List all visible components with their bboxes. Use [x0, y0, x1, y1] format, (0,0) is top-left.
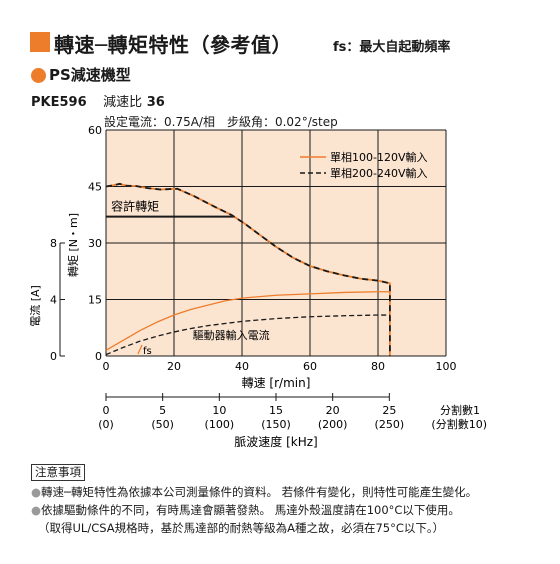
pulse-tick-label-alt: (200) — [318, 418, 348, 431]
pulse-tick-label-alt: (50) — [151, 418, 174, 431]
pulse-tick-label: 10 — [212, 404, 226, 417]
current-tick-label: 4 — [50, 294, 57, 307]
current-tick-label: 8 — [50, 237, 57, 250]
note-bullet-icon: ● — [31, 503, 42, 517]
x-axis-label: 轉速 [r/min] — [242, 376, 311, 390]
series-line-current — [105, 291, 390, 351]
section-title: PS減速機型 — [49, 66, 131, 84]
fs-marker — [137, 344, 143, 355]
pulse-tick-label: 20 — [326, 404, 340, 417]
pulse-tick-label-alt: (0) — [98, 418, 114, 431]
pulse-tick-label: 5 — [159, 404, 166, 417]
torque-axis-label: 轉矩 [N・m] — [67, 213, 80, 277]
x-tick-label: 60 — [303, 360, 317, 373]
pulse-tick-label-alt: (100) — [205, 418, 235, 431]
series-line-torque — [105, 182, 391, 356]
allowable-torque: 容許轉矩 — [106, 199, 234, 218]
pulse-tick-label: 25 — [382, 404, 396, 417]
division-label: 分割數1 — [440, 403, 480, 417]
current-tick-label: 0 — [50, 350, 57, 363]
note-item: ●依據驅動條件的不同，有時馬達會顯著發熱。 馬達外殼溫度請在100°C以下使用。 — [31, 503, 460, 517]
division-label-alt: (分割數10) — [431, 417, 487, 431]
note-item: ●轉速─轉矩特性為依據本公司測量條件的資料。 若條件有變化，則特性可能產生變化。 — [31, 485, 478, 499]
series-lines — [105, 182, 391, 356]
x-tick-label: 40 — [235, 360, 249, 373]
pulse-tick-label: 0 — [103, 404, 110, 417]
x-tick-label: 20 — [167, 360, 181, 373]
model-line: PKE596 減速比 36 — [31, 91, 165, 110]
y-tick-label: 0 — [95, 350, 102, 363]
notes-heading: 注意事項 — [31, 464, 85, 481]
x-tick-label: 100 — [436, 360, 457, 373]
fs-label: fs — [143, 346, 152, 357]
note-bullet-icon: ● — [31, 485, 42, 499]
axes: 0 20 40 60 80 100 0 15 30 45 60 0 4 8 電流 [A] 轉矩 [N・m] 轉速… — [28, 124, 457, 390]
legend-entry: 單相100-120V輸入 — [330, 150, 428, 164]
model-name: PKE596 — [31, 95, 87, 110]
settings-text: 設定電流：0.75A/相 步級角：0.02°/step — [104, 115, 338, 129]
page-title: 轉速─轉矩特性（參考值） — [54, 33, 293, 57]
current-label: 驅動器輸入電流 — [193, 328, 270, 342]
chart-labels: 驅動器輸入電流 fs — [137, 328, 270, 357]
pulse-tick-label-alt: (250) — [375, 418, 405, 431]
legend-entry: 單相200-240V輸入 — [330, 166, 428, 180]
y-tick-label: 60 — [88, 124, 102, 137]
x-tick-label: 0 — [103, 360, 110, 373]
pulse-tick-label-alt: (150) — [261, 418, 291, 431]
y-tick-label: 30 — [88, 237, 102, 250]
y-tick-label: 45 — [88, 181, 102, 194]
ratio-value: 36 — [146, 95, 165, 110]
pulse-tick-label: 15 — [269, 404, 283, 417]
x-tick-label: 80 — [371, 360, 385, 373]
title-marker — [30, 32, 50, 52]
note-extra: （取得UL/CSA規格時，基於馬達部的耐熱等級為A種之故，必須在75°C以下。） — [38, 521, 445, 535]
allowable-torque-label: 容許轉矩 — [111, 199, 159, 214]
pulse-axis-label: 脈波速度 [kHz] — [234, 434, 317, 449]
section-bullet-icon — [31, 68, 46, 83]
y-tick-label: 15 — [88, 294, 102, 307]
ratio-label: 減速比 — [103, 95, 143, 110]
pulse-axis: 0(0) 5(50) 10(100) 15(150) 20(200) 25(250) 分割數… — [98, 393, 487, 449]
title-note: fs：最大自起動頻率 — [333, 40, 451, 55]
current-axis-label: 電流 [A] — [28, 285, 42, 327]
series-line-current — [105, 314, 390, 356]
